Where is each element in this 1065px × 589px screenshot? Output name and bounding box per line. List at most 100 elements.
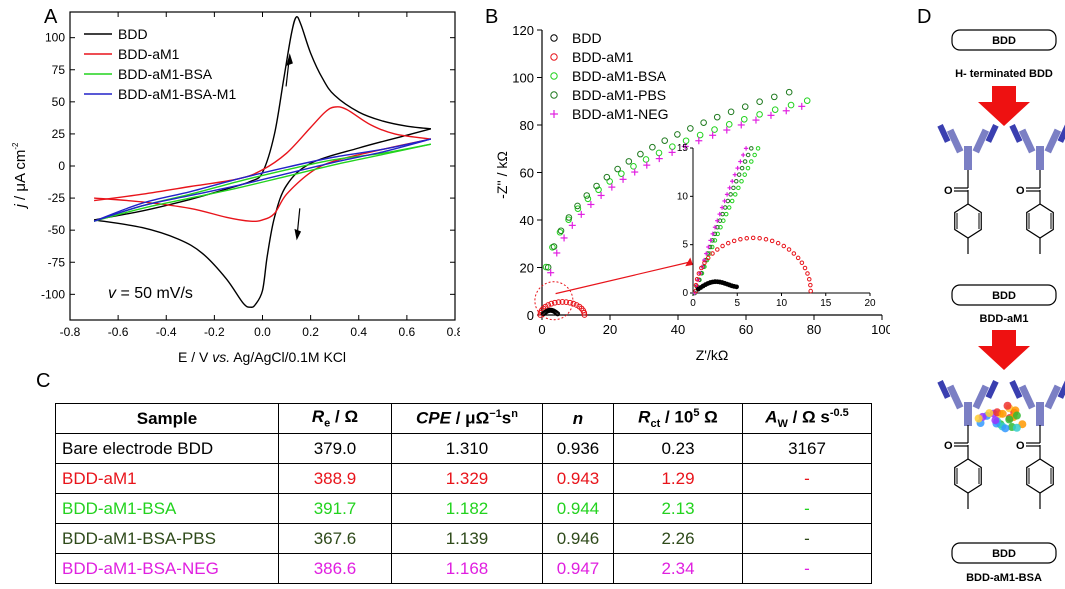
electrode-h-terminated-label: BDD xyxy=(992,35,1016,47)
inset-ytick-label: 15 xyxy=(677,143,689,154)
nyquist-point xyxy=(808,288,813,294)
carbonyl-oxygen-label: O xyxy=(944,185,953,197)
cv-chart: -0.8 -0.6 -0.4 -0.2 0.0 0.2 0.4 0.6 0.8 -100 -75 -5… xyxy=(11,11,460,365)
nyquist-point xyxy=(702,257,707,263)
nyquist-point xyxy=(681,142,689,150)
nyquist-point xyxy=(736,185,741,191)
nyquist-point xyxy=(550,34,558,42)
table-cell: 2.34 xyxy=(613,553,743,584)
antibody-left-bsa xyxy=(937,380,999,426)
electrode-am1-bsa-label: BDD xyxy=(992,548,1016,560)
nyquist-point xyxy=(791,251,797,256)
antibody-right-bsa xyxy=(1009,380,1065,426)
nyquist-point xyxy=(603,173,611,181)
cv-ytick-label: 50 xyxy=(52,95,66,109)
table-cell: 1.310 xyxy=(391,433,543,464)
nyquist-point xyxy=(544,264,552,271)
table-cell: 2.13 xyxy=(613,493,743,524)
nyquist-point xyxy=(723,126,731,134)
nyquist-point xyxy=(563,299,570,306)
nyquist-point xyxy=(553,249,561,257)
nyquist-point xyxy=(742,172,747,177)
table-cell: 0.946 xyxy=(542,523,614,554)
nyquist-ytick-label: 60 xyxy=(520,166,534,181)
nyquist-point xyxy=(798,102,806,110)
nyquist-point xyxy=(728,192,733,197)
nyquist-point xyxy=(763,236,769,242)
table-cell: 386.6 xyxy=(278,553,392,584)
nyquist-point xyxy=(587,200,595,208)
nyquist-point xyxy=(577,210,585,218)
nyquist-point xyxy=(808,282,813,288)
header-n: n xyxy=(542,403,614,434)
nyquist-xtick-label: 40 xyxy=(671,322,685,337)
nyquist-point xyxy=(696,131,704,139)
table-cell-sample: BDD-aM1-BSA-NEG xyxy=(55,553,279,584)
nyquist-point xyxy=(643,161,651,169)
cv-legend-label: BDD xyxy=(118,26,148,42)
nyquist-point xyxy=(668,148,676,156)
nyquist-point xyxy=(565,214,573,221)
nyquist-point xyxy=(734,178,739,184)
scan-direction-arrow-up xyxy=(285,53,293,87)
nyquist-point xyxy=(608,183,616,191)
table-cell-sample: Bare electrode BDD xyxy=(55,433,279,464)
inset-xtick-label: 20 xyxy=(864,298,876,309)
cv-series-line-return-2 xyxy=(93,143,432,222)
nyquist-point xyxy=(715,247,720,252)
cv-xtick-label: 0.0 xyxy=(254,325,271,339)
cv-ytick-label: 25 xyxy=(52,127,66,141)
nyquist-point xyxy=(719,205,725,210)
nyquist-ytick-label: 0 xyxy=(527,308,534,323)
carbonyl-oxygen-label: O xyxy=(1016,440,1025,452)
table-row: BDD-aM1-BSA-PBS 367.6 1.139 0.946 2.26- xyxy=(55,523,872,554)
nyquist-point xyxy=(554,310,560,316)
eis-table: Sample Re / Ω CPE / μΩ−1sn n Rct / 105 Ω… xyxy=(55,403,872,584)
panel-label-b: B xyxy=(485,6,499,28)
nyquist-point xyxy=(655,155,663,163)
nyquist-point xyxy=(750,235,756,241)
nyquist-point xyxy=(705,255,711,261)
nyquist-point xyxy=(756,111,763,118)
nyquist-point xyxy=(704,251,709,256)
antibody-left xyxy=(937,124,999,170)
nyquist-point xyxy=(593,182,600,190)
nyquist-point xyxy=(723,211,729,217)
nyquist-point xyxy=(661,137,669,144)
inset-xtick-label: 15 xyxy=(820,298,832,309)
table-row: BDD-aM1-BSA-NEG 386.6 1.168 0.947 2.34- xyxy=(55,553,872,584)
nyquist-point xyxy=(722,198,727,204)
linker-right: O xyxy=(1016,170,1054,254)
table-cell: 0.943 xyxy=(542,463,614,494)
nyquist-point xyxy=(568,221,576,229)
cv-series-line-0 xyxy=(93,16,431,221)
process-arrow-1 xyxy=(978,86,1030,126)
nyquist-point xyxy=(775,240,781,246)
cv-annotation: v = 50 mV/s xyxy=(108,285,193,302)
nyquist-point xyxy=(739,178,744,184)
electrode-h-terminated xyxy=(951,29,1057,51)
table-cell: 367.6 xyxy=(278,523,392,554)
nyquist-legend-label: BDD-aM1-NEG xyxy=(572,106,668,122)
panel-label-d: D xyxy=(917,6,932,28)
nyquist-point xyxy=(752,116,760,124)
panel-label-c: C xyxy=(36,370,51,392)
linker-left-bsa: O xyxy=(944,425,982,509)
nyquist-point xyxy=(555,311,561,317)
nyquist-point xyxy=(550,110,558,118)
cv-xtick-label: 0.4 xyxy=(350,325,367,339)
table-cell: 388.9 xyxy=(278,463,392,494)
table-cell: - xyxy=(742,493,872,524)
surface-modification-diagram: BDD H- terminated BDD O O BDD BDD-aM1 O O BDD BDD… xyxy=(937,29,1065,584)
nyquist-point xyxy=(749,159,754,164)
nyquist-point xyxy=(696,271,702,276)
nyquist-point xyxy=(550,91,558,99)
electrode-am1 xyxy=(951,284,1057,306)
table-cell: 2.26 xyxy=(613,523,743,554)
nyquist-point xyxy=(732,172,738,177)
cv-ytick-label: 75 xyxy=(52,63,66,77)
nyquist-point xyxy=(555,299,562,306)
table-cell: 0.944 xyxy=(542,493,614,524)
nyquist-ytick-label: 80 xyxy=(520,118,534,133)
nyquist-point xyxy=(682,137,690,145)
